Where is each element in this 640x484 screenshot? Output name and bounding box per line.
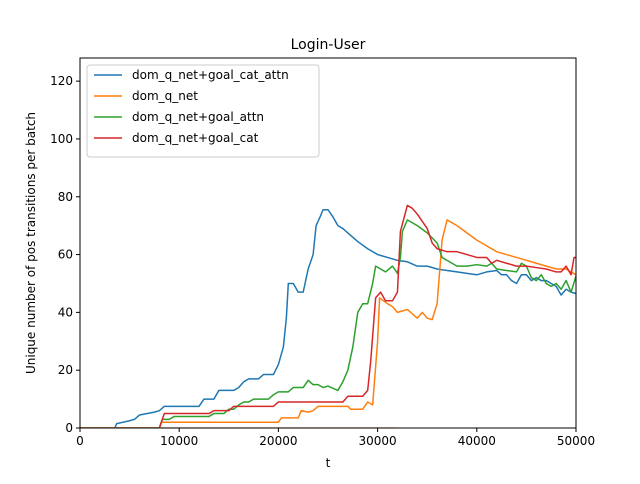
x-tick-label: 40000: [458, 434, 496, 448]
y-axis-label: Unique number of pos transitions per bat…: [24, 112, 38, 374]
chart-title: Login-User: [291, 37, 366, 53]
x-tick-label: 0: [76, 434, 84, 448]
legend-box: [86, 64, 320, 158]
x-tick-label: 50000: [557, 434, 595, 448]
plot-frame: [79, 57, 577, 429]
y-tick-label: 80: [58, 190, 73, 204]
y-tick-label: 0: [65, 421, 73, 435]
series-line-1: [80, 219, 576, 428]
series-line-2: [80, 219, 576, 428]
series-layer: [80, 204, 576, 428]
y-tick-label: 120: [50, 74, 73, 88]
series-line-0: [80, 209, 576, 428]
series-line-3: [80, 204, 576, 428]
legend-label-2: dom_q_net+goal_attn: [132, 110, 264, 124]
y-tick-label: 100: [50, 132, 73, 146]
y-axis: 0 20 40 60 80 100 120: [50, 74, 80, 435]
legend: dom_q_net+goal_cat_attn dom_q_net dom_q_ne…: [86, 64, 320, 158]
legend-label-1: dom_q_net: [132, 89, 198, 103]
x-axis: 0 10000 20000 30000 40000 50000: [76, 428, 595, 448]
y-tick-label: 20: [58, 363, 73, 377]
x-axis-label: t: [326, 456, 331, 470]
y-tick-label: 60: [58, 248, 73, 262]
x-tick-label: 30000: [359, 434, 397, 448]
legend-label-0: dom_q_net+goal_cat_attn: [132, 68, 289, 82]
x-tick-label: 10000: [160, 434, 198, 448]
legend-label-3: dom_q_net+goal_cat: [132, 131, 259, 145]
x-tick-label: 20000: [259, 434, 297, 448]
y-tick-label: 40: [58, 305, 73, 319]
